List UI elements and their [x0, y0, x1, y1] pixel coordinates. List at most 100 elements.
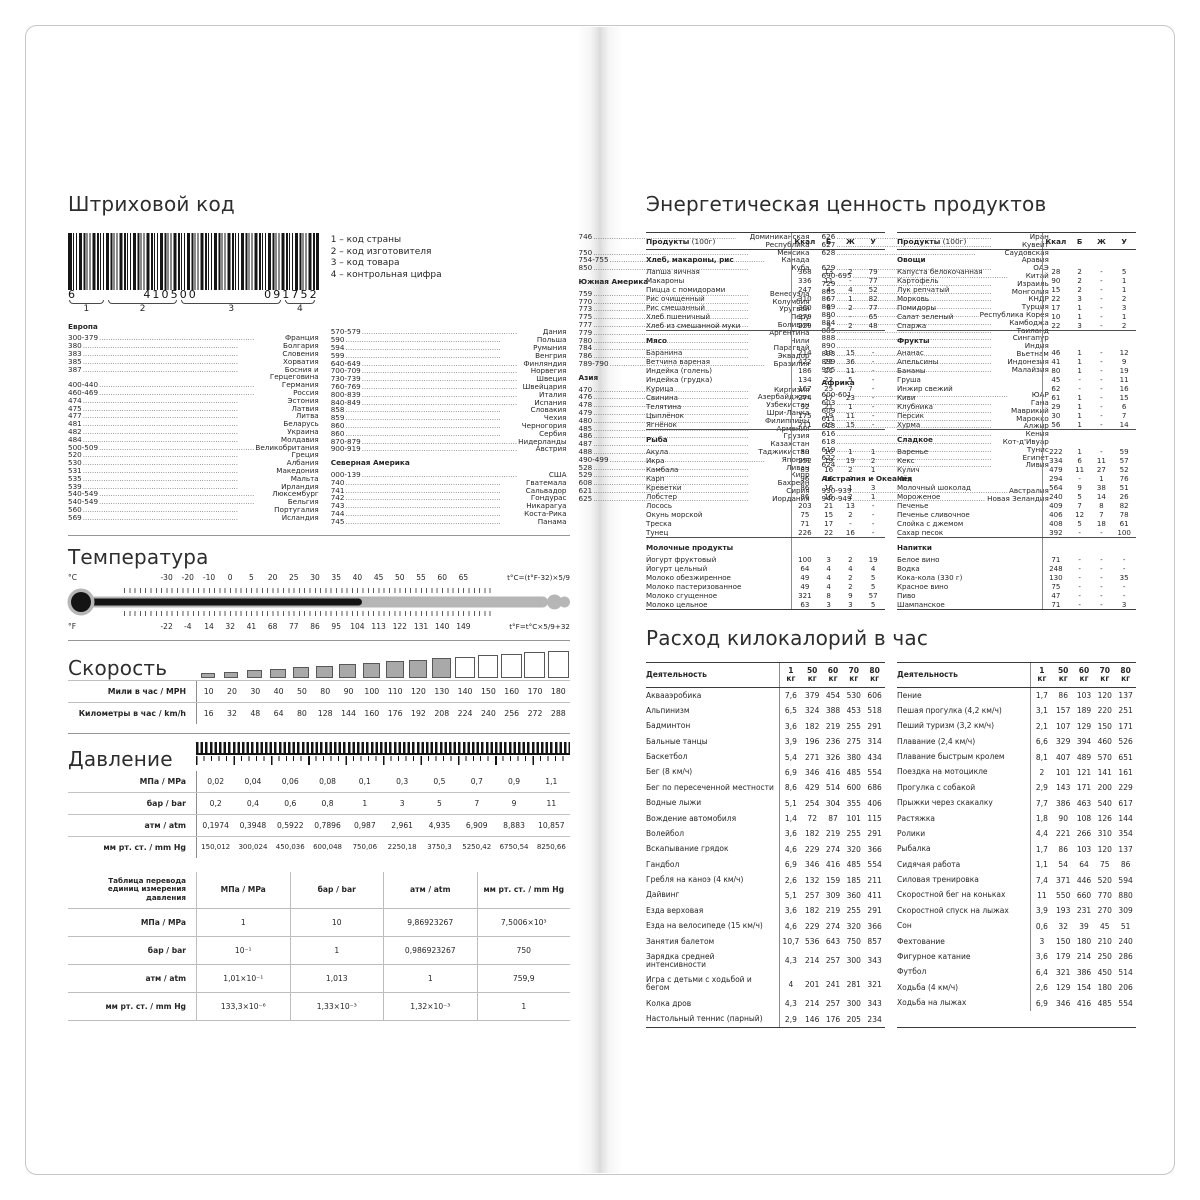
food-value: 4 — [848, 285, 853, 295]
food-row-values: 310 6 1 82 — [791, 294, 885, 304]
pressure-conversion-table: Таблица перевода единиц измерения давлен… — [68, 871, 570, 1021]
food-item-name: Ветчина вареная — [646, 357, 711, 367]
food-row: Хурма 56 1 - 14 — [897, 420, 1136, 430]
food-value: 1 — [1077, 357, 1082, 367]
food-row: Тунец 226 22 16 - — [646, 528, 885, 538]
calories-value: 453 — [846, 706, 861, 716]
food-value: 48 — [868, 321, 878, 331]
speed-value: 192 — [411, 708, 426, 718]
calories-value: 536 — [805, 937, 820, 947]
food-row-values: 17 1 - 3 — [1042, 303, 1136, 313]
calories-value: 460 — [1097, 737, 1112, 747]
food-value: 71 — [800, 519, 810, 529]
food-row-values: 86 16 2 1 — [791, 492, 885, 502]
calories-row: Силовая тренировка 7,4 371 446 520 594 — [897, 872, 1136, 888]
weight-value: 60 — [827, 665, 839, 675]
food-value: 56 — [1051, 420, 1061, 430]
country-name: Албания — [286, 458, 319, 468]
country-group-header: Азия — [578, 372, 599, 382]
food-section-row: Молочные продукты — [646, 537, 885, 556]
country-name: Малайзия — [1011, 364, 1049, 374]
calories-value: 146 — [805, 1014, 820, 1024]
food-value: 240 — [1049, 492, 1063, 502]
food-value: 16 — [824, 483, 834, 493]
calories-value: 1,1 — [1035, 860, 1048, 870]
calories-table-header: Деятельность 1 кг 50 кг 60 кг 70 кг 80 кг — [646, 662, 885, 688]
country-code: 470 — [578, 384, 593, 394]
country-code: 786 — [578, 351, 593, 361]
food-row-values: 247 4 4 52 — [791, 285, 885, 295]
calories-value: 6,6 — [1035, 737, 1048, 747]
food-value: 76 — [1119, 474, 1129, 484]
code-entry: 500-509 Великобритания — [68, 443, 319, 452]
barcode-legend-line: 3 – код товара — [330, 258, 400, 269]
food-value: 5 — [1077, 492, 1082, 502]
weight-value: 1 — [1039, 665, 1045, 675]
calories-value: 407 — [1056, 752, 1071, 762]
calories-value: 485 — [846, 767, 861, 777]
food-table-header: Продукты (100г) Ккал Б Ж У — [646, 232, 885, 251]
conversion-value: 10⁻¹ — [196, 936, 290, 964]
food-value: 19 — [845, 456, 855, 466]
food-value: 83 — [800, 465, 810, 475]
activity-name: Пешая прогулка (4,2 км/ч) — [897, 705, 1002, 715]
fahrenheit-formula: t°F=t°C×5/9+32 — [509, 621, 570, 631]
country-name: Колумбия — [772, 296, 810, 306]
country-name: Республика Корея — [979, 309, 1049, 319]
country-name: Словакия — [530, 405, 567, 415]
barcode-group-braces — [68, 299, 319, 304]
food-value: 86 — [800, 483, 810, 493]
calories-value: 87 — [828, 814, 838, 824]
barcode-group-brace — [181, 299, 281, 304]
calories-value: 274 — [825, 844, 841, 854]
country-name: Филиппины — [764, 415, 810, 425]
speed-bar — [385, 661, 404, 678]
food-row-values: 49 4 2 5 — [791, 582, 885, 592]
code-entry: 930-939 Австралия — [822, 487, 1049, 495]
calories-table-left-half: Деятельность 1 кг 50 кг 60 кг 70 кг 80 кг Аквааэроб… — [646, 662, 885, 1028]
calories-row-values: 3,6 182 219 255 291 — [779, 903, 885, 919]
dots-leader — [362, 367, 530, 375]
country-name: Финляндия — [523, 358, 567, 368]
pressure-header: Давление — [68, 741, 570, 771]
food-row-values: 175 19 11 - — [791, 411, 885, 421]
calories-row: Занятия балетом 10,7 536 643 750 857 — [646, 933, 885, 950]
food-value: 7 — [1121, 411, 1127, 421]
country-code: 900-919 — [330, 444, 361, 454]
food-section-row: Мясо — [646, 330, 885, 349]
country-name: Доминиканская Республика — [749, 232, 810, 249]
calories-row: Прыжки через скакалку 7,7 386 463 540 617 — [897, 795, 1136, 811]
barcode-block: 6 410500 091752 1 2 3 4 — [68, 233, 319, 314]
fahrenheit-value: 14 — [204, 621, 214, 631]
food-value: 2 — [848, 267, 853, 277]
food-value: 47 — [1051, 591, 1061, 601]
pressure-row: мм рт. ст. / mm Hg 150,012 300,024 450,036 6… — [68, 835, 570, 858]
activity-name: Настольный теннис (парный) — [646, 1014, 763, 1024]
food-item-name: Сахар песок — [897, 527, 944, 537]
fahrenheit-value: 122 — [392, 621, 407, 631]
food-value: 203 — [798, 501, 812, 511]
country-name: Дания — [542, 327, 567, 337]
barcode-group-number: 4 — [296, 303, 303, 314]
country-name: Монголия — [1011, 286, 1049, 296]
food-section-spacer — [1042, 538, 1136, 556]
code-entry: 488 Таджикистан — [579, 448, 810, 456]
conversion-value: 0,986923267 — [383, 936, 477, 964]
food-value: 41 — [1051, 357, 1061, 367]
calories-row: Бальные танцы 3,9 196 236 275 314 — [646, 733, 885, 750]
speed-value: 288 — [550, 708, 566, 718]
country-code: 770 — [578, 296, 593, 306]
calories-activity-header: Деятельность — [897, 670, 958, 680]
food-value: - — [871, 357, 875, 367]
calories-value: 159 — [825, 875, 841, 885]
country-name: Украина — [287, 426, 319, 436]
food-row: Камбала 83 16 2 1 — [646, 465, 885, 475]
calories-value: 355 — [846, 798, 861, 808]
speed-bars-graphic — [196, 649, 570, 680]
code-entry: 479 Шри-Ланка — [579, 409, 810, 417]
pressure-value: 0,06 — [281, 776, 299, 786]
calories-value: 520 — [1097, 875, 1112, 885]
food-row-values: 321 8 9 57 — [791, 591, 885, 601]
code-entry: 900-919 Австрия — [331, 445, 567, 453]
food-item-name: Кулич — [897, 464, 920, 474]
